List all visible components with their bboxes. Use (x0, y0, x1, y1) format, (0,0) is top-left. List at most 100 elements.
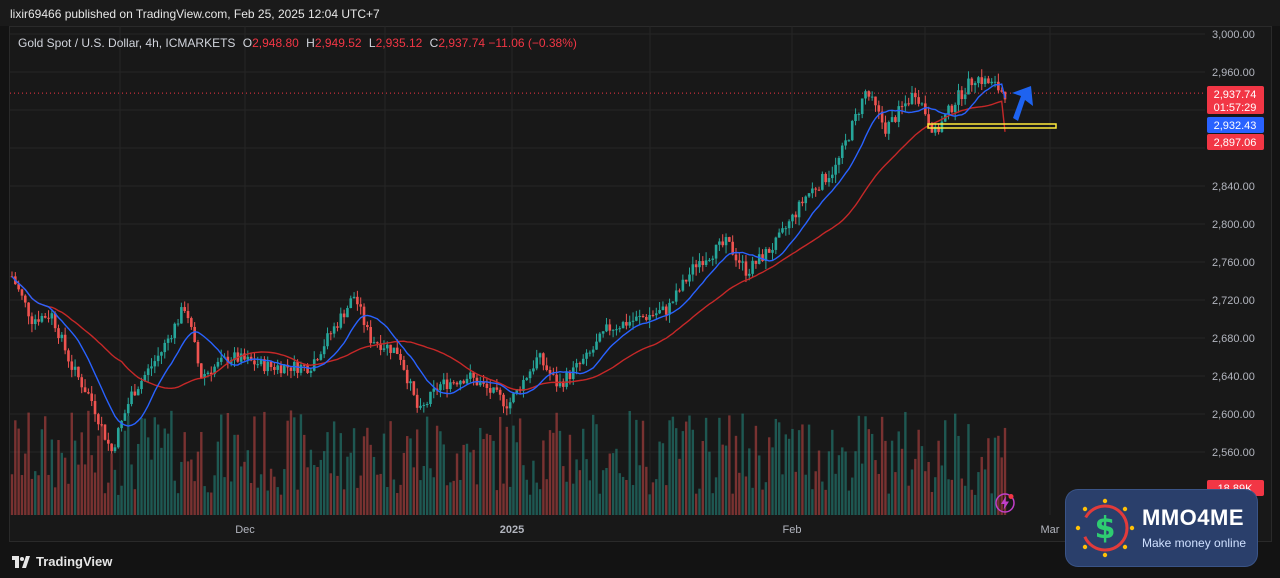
volume-bar (63, 457, 67, 515)
candle-body (784, 228, 788, 230)
candle-body (90, 393, 94, 402)
volume-bar (678, 458, 681, 515)
candle-body (728, 237, 731, 242)
candle-body (801, 201, 804, 204)
volume-bar (884, 440, 887, 515)
candle-body (512, 393, 515, 403)
publish-info: lixir69466 published on TradingView.com,… (10, 7, 380, 21)
candle-body (279, 365, 283, 374)
volume-bar (930, 491, 934, 515)
volume-bar (811, 489, 814, 515)
volume-bar (229, 481, 233, 515)
volume-bar (824, 489, 827, 515)
volume-bar (525, 479, 528, 515)
volume-bar (70, 412, 73, 515)
volume-bars (10, 410, 1007, 515)
candle-body (136, 389, 140, 396)
y-tick-label: 2,600.00 (1212, 409, 1255, 421)
legend-h-label: H (306, 36, 315, 50)
volume-bar (176, 493, 180, 515)
ma-slow-badge-text: 2,897.06 (1214, 137, 1257, 149)
volume-bar (203, 486, 206, 515)
watermark-subtitle: Make money online (1142, 536, 1247, 550)
volume-bar (273, 476, 276, 515)
volume-bar (907, 485, 910, 515)
tradingview-logo[interactable]: TradingView (12, 554, 112, 569)
volume-bar (661, 443, 665, 515)
candle-body (389, 344, 392, 353)
volume-bar (518, 418, 522, 515)
candle-body (914, 92, 917, 98)
y-tick-label: 2,720.00 (1212, 295, 1255, 307)
candle-body (631, 320, 635, 322)
candle-body (196, 342, 200, 364)
volume-bar (97, 435, 100, 515)
volume-bar (598, 493, 602, 515)
candle-body (698, 261, 701, 268)
candle-body (226, 356, 230, 364)
candle-body (508, 402, 512, 409)
volume-bar (734, 435, 738, 515)
volume-bar (957, 435, 960, 515)
volume-bar (684, 421, 688, 515)
candle-body (525, 378, 529, 380)
candle-body (17, 284, 20, 290)
volume-bar (944, 420, 947, 515)
volume-bar (698, 488, 701, 515)
candle-body (352, 296, 356, 299)
candle-body (933, 126, 937, 133)
volume-bar (771, 447, 774, 515)
volume-bar (452, 480, 455, 515)
volume-bar (562, 466, 565, 515)
volume-bar (754, 425, 758, 515)
candle-body (176, 323, 180, 325)
candle-body (555, 374, 558, 387)
candle-body (429, 391, 432, 405)
volume-bar (220, 414, 223, 515)
volume-bar (993, 437, 997, 515)
volume-bar (947, 479, 950, 515)
candle-body (757, 254, 761, 264)
candle-body (206, 372, 210, 375)
volume-bar (47, 474, 50, 515)
volume-bar (990, 493, 993, 515)
candle-body (731, 241, 734, 255)
candle-body (402, 359, 406, 370)
volume-bar (628, 410, 631, 515)
volume-bar (482, 439, 485, 515)
volume-bar (156, 424, 160, 515)
chart-svg[interactable]: 2,560.00 2,600.00 2,640.00 2,680.00 2,720.00… (0, 0, 1280, 546)
chart-panel[interactable] (9, 26, 1272, 542)
volume-bar (997, 435, 1000, 515)
volume-bar (777, 422, 781, 515)
volume-bar (963, 485, 967, 515)
volume-bar (213, 475, 216, 515)
volume-bar (761, 489, 764, 515)
volume-bar (887, 493, 890, 515)
volume-bar (389, 421, 392, 515)
candle-body (412, 381, 416, 395)
volume-bar (655, 479, 658, 515)
candle-body (478, 382, 482, 386)
last-price-badge-text: 01:57:29 (1214, 102, 1257, 114)
volume-bar (442, 444, 445, 515)
candle-body (890, 117, 894, 123)
candle-body (791, 214, 794, 222)
candle-body (30, 316, 34, 325)
volume-bar (163, 428, 166, 515)
volume-bar (618, 473, 621, 515)
volume-bar (359, 475, 362, 515)
volume-bar (489, 435, 492, 515)
candle-body (552, 373, 555, 375)
volume-bar (970, 489, 973, 515)
volume-bar (160, 447, 163, 515)
volume-bar (339, 433, 342, 515)
legend-c-label: C (429, 36, 439, 50)
candle-body (369, 327, 372, 343)
candle-body (419, 405, 422, 408)
lightning-bolt-icon[interactable] (995, 493, 1015, 513)
volume-bar (239, 466, 243, 515)
candle-body (133, 391, 137, 396)
volume-bar (502, 483, 505, 515)
candle-body (980, 77, 984, 85)
